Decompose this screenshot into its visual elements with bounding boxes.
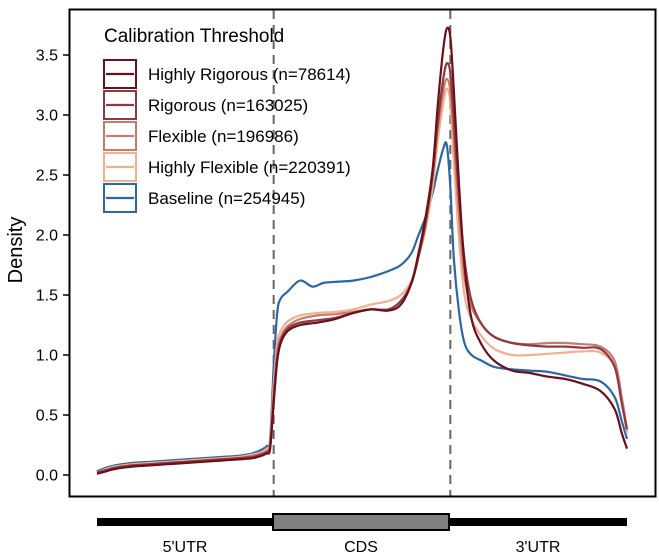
legend-label: Baseline (n=254945) — [148, 189, 305, 208]
y-tick-label: 3.0 — [36, 108, 58, 125]
y-tick-label: 3.5 — [36, 48, 58, 65]
density-series — [96, 26, 629, 475]
series-line-3 — [96, 87, 629, 474]
region-label-3utr: 3'UTR — [516, 539, 561, 556]
gene-model-track: 5'UTR CDS 3'UTR — [97, 513, 627, 556]
y-tick-label: 0.5 — [36, 408, 58, 425]
y-axis-ticks: 0.0 0.5 1.0 1.5 2.0 2.5 3.0 3.5 — [36, 48, 69, 485]
legend-label: Highly Flexible (n=220391) — [148, 158, 351, 177]
y-tick-label: 0.0 — [36, 468, 58, 485]
legend-label: Rigorous (n=163025) — [148, 96, 308, 115]
legend-label: Highly Rigorous (n=78614) — [148, 65, 351, 84]
region-label-cds: CDS — [344, 539, 378, 556]
series-line-4 — [96, 141, 629, 473]
y-tick-label: 2.5 — [36, 168, 58, 185]
y-tick-label: 2.0 — [36, 228, 58, 245]
series-line-1 — [96, 62, 629, 474]
legend: Calibration Threshold Highly Rigorous (n… — [103, 26, 351, 213]
series-line-0 — [96, 26, 629, 475]
legend-label: Flexible (n=196986) — [148, 127, 299, 146]
legend-title: Calibration Threshold — [104, 26, 284, 47]
y-tick-label: 1.0 — [36, 348, 58, 365]
region-label-5utr: 5'UTR — [163, 539, 208, 556]
y-axis-title: Density — [5, 217, 27, 284]
y-tick-label: 1.5 — [36, 288, 58, 305]
plot-panel-border — [68, 8, 657, 498]
cds-box — [272, 513, 450, 531]
